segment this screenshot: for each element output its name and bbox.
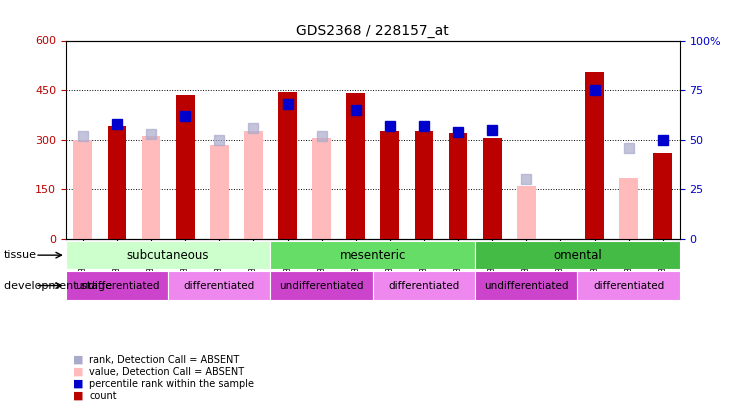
Bar xyxy=(270,241,475,269)
Bar xyxy=(380,132,399,239)
Text: differentiated: differentiated xyxy=(593,281,664,290)
Bar xyxy=(346,94,366,239)
Text: differentiated: differentiated xyxy=(183,281,255,290)
Text: count: count xyxy=(89,391,117,401)
Bar xyxy=(142,136,161,239)
Bar xyxy=(373,271,475,300)
Bar xyxy=(619,178,638,239)
Bar xyxy=(312,138,331,239)
Text: mesenteric: mesenteric xyxy=(340,249,406,262)
Bar xyxy=(475,271,577,300)
Text: differentiated: differentiated xyxy=(388,281,460,290)
Title: GDS2368 / 228157_at: GDS2368 / 228157_at xyxy=(297,24,449,38)
Bar xyxy=(577,271,680,300)
Bar xyxy=(168,271,270,300)
Text: ■: ■ xyxy=(73,367,83,377)
Text: undifferentiated: undifferentiated xyxy=(279,281,364,290)
Bar xyxy=(475,241,680,269)
Bar xyxy=(210,145,229,239)
Bar xyxy=(414,132,433,239)
Bar xyxy=(449,133,468,239)
Bar xyxy=(244,132,262,239)
Bar xyxy=(483,138,501,239)
Bar xyxy=(66,271,168,300)
Bar xyxy=(73,140,92,239)
Bar xyxy=(175,95,194,239)
Text: undifferentiated: undifferentiated xyxy=(484,281,569,290)
Bar xyxy=(278,92,297,239)
Text: subcutaneous: subcutaneous xyxy=(127,249,209,262)
Text: percentile rank within the sample: percentile rank within the sample xyxy=(89,379,254,389)
Text: value, Detection Call = ABSENT: value, Detection Call = ABSENT xyxy=(89,367,244,377)
Bar xyxy=(517,186,536,239)
Text: ■: ■ xyxy=(73,391,83,401)
Bar xyxy=(270,271,373,300)
Text: ■: ■ xyxy=(73,379,83,389)
Bar xyxy=(654,153,673,239)
Text: development stage: development stage xyxy=(4,281,112,290)
Text: tissue: tissue xyxy=(4,250,37,260)
Text: omental: omental xyxy=(553,249,602,262)
Text: undifferentiated: undifferentiated xyxy=(75,281,159,290)
Text: rank, Detection Call = ABSENT: rank, Detection Call = ABSENT xyxy=(89,354,240,364)
Bar xyxy=(107,126,126,239)
Bar xyxy=(586,72,604,239)
Bar xyxy=(66,241,270,269)
Text: ■: ■ xyxy=(73,354,83,364)
